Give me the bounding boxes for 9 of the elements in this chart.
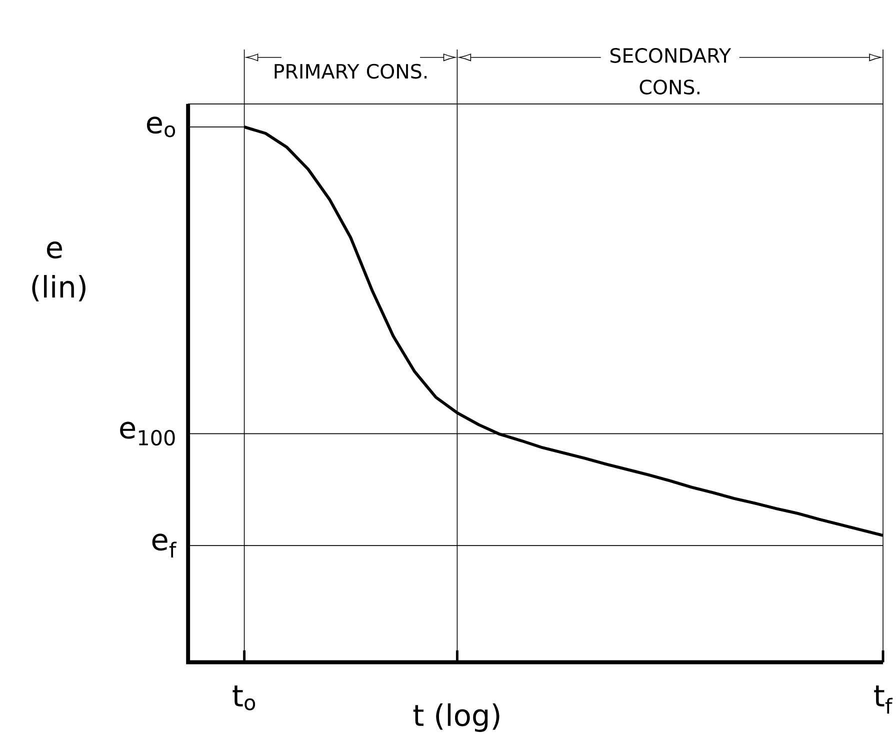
text: PRIMARY CONS.	[274, 64, 427, 79]
ref-line-label: e$_{f}$	[152, 534, 177, 558]
text: SECONDARY CONS.	[610, 48, 732, 95]
ref-line-label: e$_{100}$	[120, 422, 175, 446]
x-axis-title: t (log)	[413, 704, 500, 732]
x-tick-label: t$_{f}$	[874, 686, 893, 714]
y-axis-title: e (lin)	[32, 242, 86, 302]
x-tick-label: t$_{o}$	[232, 686, 256, 711]
text: e$_{o}$	[146, 116, 176, 138]
